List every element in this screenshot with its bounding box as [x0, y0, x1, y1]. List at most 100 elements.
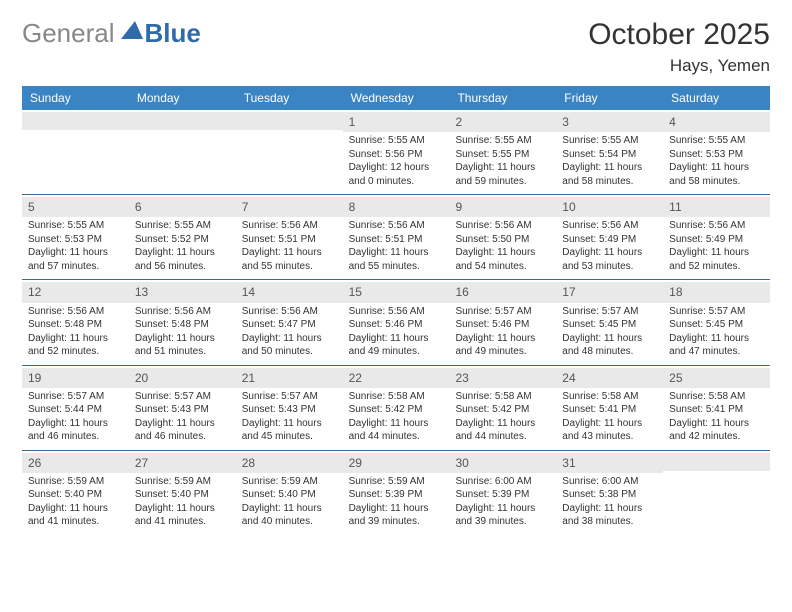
day-cell: 31Sunrise: 6:00 AMSunset: 5:38 PMDayligh…: [556, 451, 663, 535]
sunset-text: Sunset: 5:48 PM: [135, 318, 230, 332]
sunrise-text: Sunrise: 5:56 AM: [455, 219, 550, 233]
day-cell: [236, 110, 343, 194]
day-number-bar-empty: [129, 112, 236, 130]
sunrise-text: Sunrise: 5:58 AM: [455, 390, 550, 404]
day-cell: 22Sunrise: 5:58 AMSunset: 5:42 PMDayligh…: [343, 366, 450, 450]
sunset-text: Sunset: 5:42 PM: [349, 403, 444, 417]
sunset-text: Sunset: 5:45 PM: [669, 318, 764, 332]
day-number: 24: [556, 368, 663, 388]
day-cell: 3Sunrise: 5:55 AMSunset: 5:54 PMDaylight…: [556, 110, 663, 194]
sunset-text: Sunset: 5:40 PM: [242, 488, 337, 502]
daylight-text: Daylight: 11 hours and 49 minutes.: [455, 332, 550, 359]
day-cell: 7Sunrise: 5:56 AMSunset: 5:51 PMDaylight…: [236, 195, 343, 279]
sunset-text: Sunset: 5:41 PM: [562, 403, 657, 417]
day-cell: 26Sunrise: 5:59 AMSunset: 5:40 PMDayligh…: [22, 451, 129, 535]
day-cell: [22, 110, 129, 194]
day-cell: 23Sunrise: 5:58 AMSunset: 5:42 PMDayligh…: [449, 366, 556, 450]
day-number: 4: [663, 112, 770, 132]
sunset-text: Sunset: 5:48 PM: [28, 318, 123, 332]
day-number: 13: [129, 282, 236, 302]
daylight-text: Daylight: 11 hours and 49 minutes.: [349, 332, 444, 359]
sunrise-text: Sunrise: 5:58 AM: [669, 390, 764, 404]
sunset-text: Sunset: 5:39 PM: [455, 488, 550, 502]
sunset-text: Sunset: 5:38 PM: [562, 488, 657, 502]
sunrise-text: Sunrise: 5:56 AM: [242, 305, 337, 319]
sunrise-text: Sunrise: 5:55 AM: [135, 219, 230, 233]
day-cell: 19Sunrise: 5:57 AMSunset: 5:44 PMDayligh…: [22, 366, 129, 450]
daylight-text: Daylight: 11 hours and 48 minutes.: [562, 332, 657, 359]
title-block: October 2025 Hays, Yemen: [588, 18, 770, 76]
day-number: 16: [449, 282, 556, 302]
sunset-text: Sunset: 5:52 PM: [135, 233, 230, 247]
sunrise-text: Sunrise: 5:56 AM: [28, 305, 123, 319]
weekday-header: Saturday: [663, 86, 770, 110]
sunrise-text: Sunrise: 5:56 AM: [669, 219, 764, 233]
day-cell: 28Sunrise: 5:59 AMSunset: 5:40 PMDayligh…: [236, 451, 343, 535]
day-cell: [663, 451, 770, 535]
sunset-text: Sunset: 5:51 PM: [242, 233, 337, 247]
sunrise-text: Sunrise: 5:58 AM: [562, 390, 657, 404]
day-cell: 16Sunrise: 5:57 AMSunset: 5:46 PMDayligh…: [449, 280, 556, 364]
day-number: 3: [556, 112, 663, 132]
logo-text-blue: Blue: [145, 18, 201, 49]
sunrise-text: Sunrise: 5:55 AM: [455, 134, 550, 148]
logo-text-gray: General: [22, 18, 115, 49]
location-label: Hays, Yemen: [588, 56, 770, 76]
week-row: 1Sunrise: 5:55 AMSunset: 5:56 PMDaylight…: [22, 110, 770, 195]
sunrise-text: Sunrise: 5:56 AM: [562, 219, 657, 233]
daylight-text: Daylight: 11 hours and 41 minutes.: [135, 502, 230, 529]
sunrise-text: Sunrise: 5:59 AM: [349, 475, 444, 489]
sunrise-text: Sunrise: 6:00 AM: [562, 475, 657, 489]
sunset-text: Sunset: 5:40 PM: [135, 488, 230, 502]
sunset-text: Sunset: 5:39 PM: [349, 488, 444, 502]
logo-sail-icon: [121, 21, 143, 46]
sunset-text: Sunset: 5:56 PM: [349, 148, 444, 162]
day-cell: 2Sunrise: 5:55 AMSunset: 5:55 PMDaylight…: [449, 110, 556, 194]
daylight-text: Daylight: 11 hours and 44 minutes.: [455, 417, 550, 444]
weeks-container: 1Sunrise: 5:55 AMSunset: 5:56 PMDaylight…: [22, 110, 770, 535]
day-cell: 5Sunrise: 5:55 AMSunset: 5:53 PMDaylight…: [22, 195, 129, 279]
day-number: 29: [343, 453, 450, 473]
day-number: 8: [343, 197, 450, 217]
day-cell: 12Sunrise: 5:56 AMSunset: 5:48 PMDayligh…: [22, 280, 129, 364]
weekday-header: Monday: [129, 86, 236, 110]
daylight-text: Daylight: 11 hours and 53 minutes.: [562, 246, 657, 273]
sunset-text: Sunset: 5:43 PM: [242, 403, 337, 417]
daylight-text: Daylight: 12 hours and 0 minutes.: [349, 161, 444, 188]
sunrise-text: Sunrise: 5:55 AM: [562, 134, 657, 148]
weekday-header: Wednesday: [343, 86, 450, 110]
day-number: 27: [129, 453, 236, 473]
weekday-header-row: SundayMondayTuesdayWednesdayThursdayFrid…: [22, 86, 770, 110]
day-cell: 6Sunrise: 5:55 AMSunset: 5:52 PMDaylight…: [129, 195, 236, 279]
sunrise-text: Sunrise: 5:56 AM: [349, 219, 444, 233]
day-cell: 27Sunrise: 5:59 AMSunset: 5:40 PMDayligh…: [129, 451, 236, 535]
sunrise-text: Sunrise: 5:55 AM: [28, 219, 123, 233]
daylight-text: Daylight: 11 hours and 52 minutes.: [669, 246, 764, 273]
sunset-text: Sunset: 5:41 PM: [669, 403, 764, 417]
daylight-text: Daylight: 11 hours and 46 minutes.: [135, 417, 230, 444]
day-cell: 8Sunrise: 5:56 AMSunset: 5:51 PMDaylight…: [343, 195, 450, 279]
day-number: 7: [236, 197, 343, 217]
day-number: 5: [22, 197, 129, 217]
daylight-text: Daylight: 11 hours and 46 minutes.: [28, 417, 123, 444]
sunrise-text: Sunrise: 6:00 AM: [455, 475, 550, 489]
sunset-text: Sunset: 5:50 PM: [455, 233, 550, 247]
week-row: 5Sunrise: 5:55 AMSunset: 5:53 PMDaylight…: [22, 195, 770, 280]
day-number: 19: [22, 368, 129, 388]
day-number: 28: [236, 453, 343, 473]
weekday-header: Sunday: [22, 86, 129, 110]
daylight-text: Daylight: 11 hours and 44 minutes.: [349, 417, 444, 444]
daylight-text: Daylight: 11 hours and 52 minutes.: [28, 332, 123, 359]
weekday-header: Tuesday: [236, 86, 343, 110]
sunrise-text: Sunrise: 5:57 AM: [242, 390, 337, 404]
sunset-text: Sunset: 5:49 PM: [669, 233, 764, 247]
calendar: SundayMondayTuesdayWednesdayThursdayFrid…: [22, 86, 770, 535]
daylight-text: Daylight: 11 hours and 58 minutes.: [669, 161, 764, 188]
day-cell: 14Sunrise: 5:56 AMSunset: 5:47 PMDayligh…: [236, 280, 343, 364]
day-cell: 9Sunrise: 5:56 AMSunset: 5:50 PMDaylight…: [449, 195, 556, 279]
daylight-text: Daylight: 11 hours and 55 minutes.: [349, 246, 444, 273]
day-cell: 11Sunrise: 5:56 AMSunset: 5:49 PMDayligh…: [663, 195, 770, 279]
sunrise-text: Sunrise: 5:57 AM: [669, 305, 764, 319]
day-number-bar-empty: [22, 112, 129, 130]
daylight-text: Daylight: 11 hours and 51 minutes.: [135, 332, 230, 359]
